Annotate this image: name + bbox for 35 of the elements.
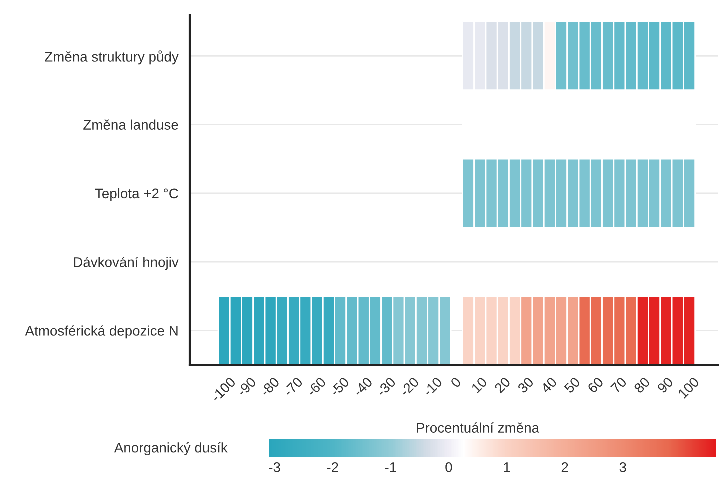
x-tick-label: 80	[634, 376, 651, 394]
x-tick-label: 20	[494, 376, 512, 394]
color-bar-title: Anorganický dusík	[114, 442, 228, 456]
color-bar-label: -1	[385, 462, 396, 472]
x-tick-label: 10	[471, 376, 488, 394]
y-tick-label: Změna struktury půdy	[45, 50, 179, 65]
x-tick-label: -10	[422, 376, 443, 398]
x-tick-label: -40	[352, 376, 374, 398]
y-tick-label: Atmosférická depozice N	[25, 326, 178, 339]
x-tick-label: 30	[517, 376, 534, 394]
x-tick-label: -100	[210, 376, 236, 403]
x-tick-label: 100	[678, 376, 700, 399]
x-tick-label: 90	[656, 376, 674, 394]
y-tick-label: Dávkování hnojiv	[74, 256, 179, 270]
color-bar-label: 1	[504, 462, 510, 472]
color-bar-label: -3	[269, 462, 280, 472]
x-tick-label: 40	[540, 376, 558, 394]
x-axis-title: Procentuální změna	[417, 422, 540, 433]
x-tick-label: 0	[450, 376, 462, 388]
x-tick-label: -30	[376, 376, 396, 398]
y-tick-label: Teplota +2 °C	[95, 188, 178, 202]
x-tick-label: -80	[260, 376, 280, 398]
y-tick-label: Změna landuse	[84, 120, 178, 130]
x-tick-label: 70	[610, 376, 628, 394]
x-tick-label: -90	[236, 376, 257, 398]
x-tick-label: -50	[330, 376, 350, 398]
x-tick-label: 50	[564, 376, 581, 394]
x-tick-label: -70	[283, 376, 304, 398]
color-bar-label: 3	[620, 462, 626, 472]
color-bar-label: 2	[562, 462, 568, 472]
color-bar-label: -2	[327, 462, 338, 472]
color-bar-label: 0	[446, 462, 452, 472]
x-tick-label: -60	[306, 376, 327, 398]
x-tick-label: 60	[587, 376, 604, 394]
x-tick-label: -20	[399, 376, 420, 398]
